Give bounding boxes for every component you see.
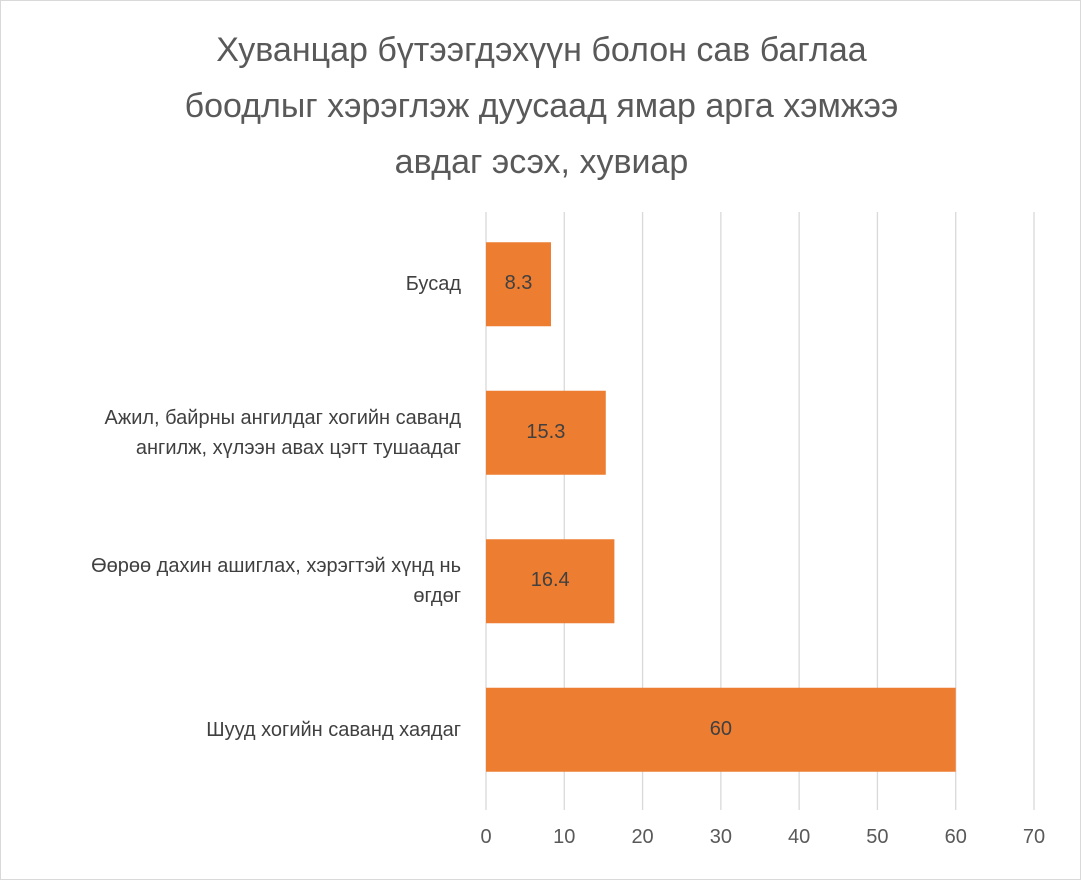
category-label-line: ангилж, хүлээн авах цэгт тушаадаг xyxy=(135,436,461,459)
category-label-line: Өөрөө дахин ашиглах, хэрэгтэй хүнд нь xyxy=(91,555,461,578)
data-label: 60 xyxy=(709,717,732,740)
category-label: Өөрөө дахин ашиглах, хэрэгтэй хүнд нь өгд… xyxy=(91,551,461,611)
category-label-line: өгдөг xyxy=(413,585,461,608)
x-tick-label: 30 xyxy=(709,826,732,848)
x-tick-label: 10 xyxy=(553,826,576,848)
bar xyxy=(486,539,615,624)
x-tick-label: 0 xyxy=(480,826,492,848)
data-label: 15.3 xyxy=(526,420,566,443)
bar xyxy=(486,687,956,772)
x-tick-label: 60 xyxy=(944,826,967,848)
category-label-line: Шууд хогийн саванд хаядаг xyxy=(206,718,461,741)
category-label-line: Ажил, байрны ангилдаг хогийн саванд xyxy=(104,406,461,429)
x-tick-label: 40 xyxy=(788,826,811,848)
bar xyxy=(486,390,606,475)
data-label: 8.3 xyxy=(504,272,533,295)
category-label: Шууд хогийн саванд хаядаг xyxy=(206,715,461,745)
x-tick-label: 50 xyxy=(866,826,889,848)
bar xyxy=(486,242,551,327)
chart-title-line-2: боодлыг хэрэглэж дуусаад ямар арга хэмжэ… xyxy=(184,87,899,125)
chart-title-line-3: авдаг эсэх, хувиар xyxy=(394,143,689,181)
category-label-line: Бусад xyxy=(405,273,461,296)
category-label: Бусад xyxy=(406,269,461,299)
x-tick-label: 70 xyxy=(1022,826,1046,848)
data-label: 16.4 xyxy=(530,569,570,592)
chart-title-line-1: Хуванцар бүтээгдэхүүн болон сав баглаа xyxy=(216,31,867,69)
x-tick-label: 20 xyxy=(631,826,654,848)
category-label: Ажил, байрны ангилдаг хогийн саванд ангил… xyxy=(104,403,461,463)
chart-title: Хуванцар бүтээгдэхүүн болон сав баглаа б… xyxy=(0,22,1083,190)
